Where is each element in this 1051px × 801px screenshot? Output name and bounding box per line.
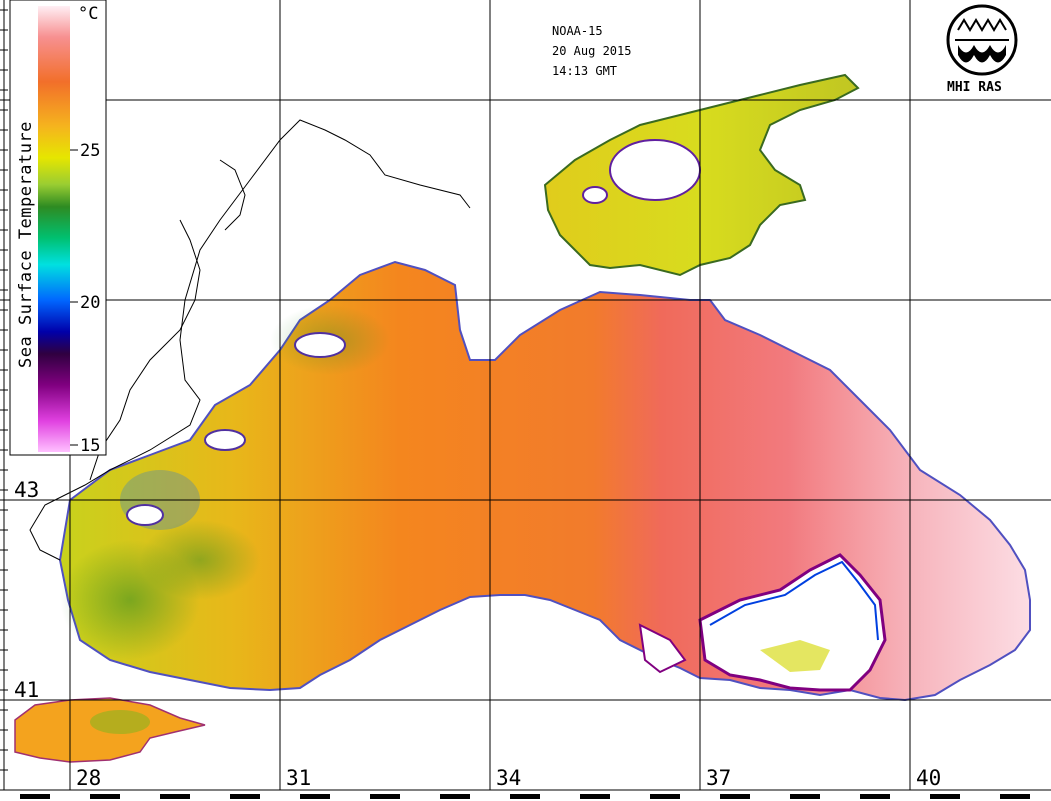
satellite-name: NOAA-15 <box>552 24 603 38</box>
colorbar-ramp <box>38 6 70 452</box>
azov-sea-surface <box>543 73 860 277</box>
mhi-ras-emblem-icon <box>946 4 1018 76</box>
lon-label-40: 40 <box>916 766 942 790</box>
colorbar-tick-15: 15 <box>80 436 101 456</box>
colorbar-tick-20: 20 <box>80 293 101 313</box>
lon-label-28: 28 <box>76 766 102 790</box>
colorbar-title: Sea Surface Temperature <box>16 121 36 368</box>
lat-label-43: 43 <box>14 478 40 502</box>
lon-label-31: 31 <box>286 766 312 790</box>
lat-label-41: 41 <box>14 678 40 702</box>
colorbar-tick-25: 25 <box>80 141 101 161</box>
logo-text: MHI RAS <box>947 80 1002 95</box>
image-date: 20 Aug 2015 <box>552 44 632 58</box>
colorbar-unit: °C <box>78 4 99 24</box>
lon-label-34: 34 <box>496 766 522 790</box>
image-time: 14:13 GMT <box>552 64 618 78</box>
lon-label-37: 37 <box>706 766 732 790</box>
